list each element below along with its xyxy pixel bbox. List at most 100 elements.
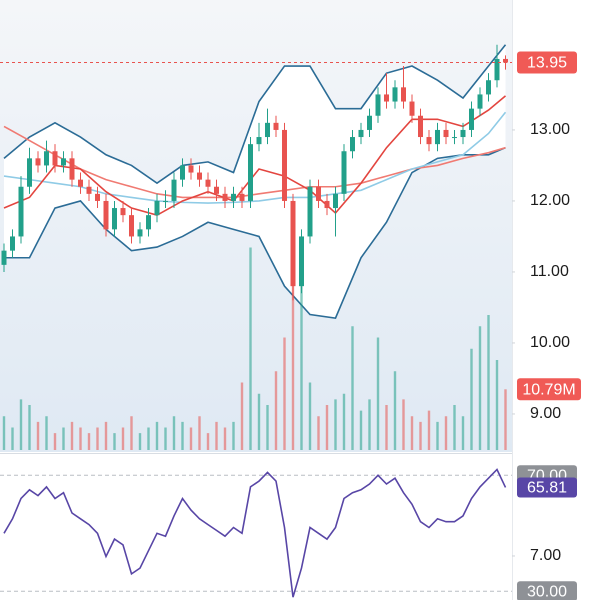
candle-body [1,250,7,265]
volume-bar [249,247,252,450]
candle-body [231,193,236,201]
candle-body [469,108,474,130]
candle-body [443,129,449,138]
volume-bar [266,405,269,450]
volume-bar [232,421,235,450]
rsi-level-label: 30.00 [527,584,567,600]
candle-body [392,87,398,102]
candle-body [52,151,58,166]
rsi-panel [0,455,512,600]
ma-line [3,125,506,199]
last-price-tag [517,51,577,74]
volume-bar [334,399,337,450]
volume-bar [138,433,142,450]
y-tick-label: 10.00 [530,334,570,351]
volume-bar [470,348,473,450]
ma-line [3,95,507,217]
rsi-last-tag [517,477,577,498]
volume-bar [436,421,439,450]
y-tick-label: 12.00 [530,192,570,209]
candle-body [205,179,211,187]
candle-body [375,94,381,116]
volume-bar [283,337,286,450]
volume-bar [45,416,48,450]
candle-body [44,151,49,166]
volume-bar [308,382,312,450]
candle-body [486,80,491,95]
volume-bar [257,393,261,450]
volume-bar [478,326,482,450]
candle-body [112,208,117,230]
axis-layer: 13.0012.0011.0010.009.007.0013.9510.79M7… [0,51,581,600]
last-price-label: 13.95 [527,55,567,72]
candle-body [341,151,347,194]
candle-body [290,200,296,287]
candle-body [316,186,321,201]
volume-bar [385,405,388,450]
volume-bar [419,421,422,450]
volume-bar [121,427,125,450]
candle-body [180,165,185,180]
candle-body [78,179,83,187]
volume-bar [325,405,329,450]
volume-bar [495,360,499,450]
volume-bar [70,421,74,450]
candles-layer [1,44,508,301]
candle-body [384,94,389,102]
candle-body [86,186,92,194]
volume-bar [19,399,23,450]
band-upper [3,44,507,185]
candle-body [358,129,364,138]
volume-bar [274,371,278,450]
volume-bar [2,416,6,450]
candle-body [120,208,126,216]
volume-bar [87,433,91,450]
rsi-layer [0,468,512,598]
volume-bar [53,433,57,450]
volume-bar [410,416,414,450]
volume-bar [130,416,133,450]
y-tick-label: 9.00 [530,405,561,422]
rsi-last-label: 65.81 [527,480,567,497]
candle-body [333,193,338,209]
volume-bar [189,427,193,450]
candle-body [137,229,143,237]
band-lower [4,146,506,319]
candle-body [307,186,313,237]
candle-body [197,172,202,180]
candle-body [273,122,279,130]
volume-bar [164,427,167,450]
volume-bar [402,399,405,450]
candle-body [103,200,109,230]
volume-bar [342,393,346,450]
candle-body [18,186,24,237]
candle-body [435,129,440,145]
candle-body [222,193,228,201]
volume-bar [376,337,380,450]
rsi-level-tag [517,581,577,600]
y-tick-label: 11.00 [530,263,569,280]
volume-bar [155,421,159,450]
candle-body [265,122,270,138]
volume-bar [461,416,465,450]
candle-body [494,58,500,81]
volume-bar [504,389,507,450]
volume-bar [215,421,218,450]
volume-bar [113,433,116,450]
volume-bar [198,416,201,450]
y-tick-label: 7.00 [530,547,561,564]
volume-bar [427,410,431,450]
last-volume-label: 10.79M [522,382,575,399]
volume-layer [2,247,507,450]
last-volume-tag [517,378,581,401]
volume-bar [62,427,65,450]
volume-bar [300,281,303,450]
candle-body [214,186,219,194]
candle-body [452,137,457,139]
candle-body [146,215,151,230]
candle-body [154,200,160,216]
candle-body [409,101,415,116]
candle-body [426,137,432,145]
